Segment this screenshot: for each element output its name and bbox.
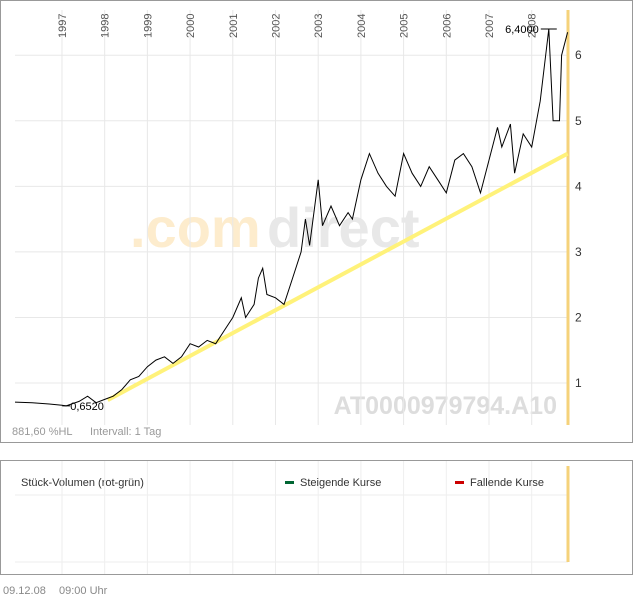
- footer-left: 881,60 %HL: [12, 426, 73, 438]
- time: 09:00 Uhr: [59, 585, 108, 597]
- x-tick-label: 1998: [100, 14, 112, 38]
- y-tick-label: 4: [575, 179, 582, 193]
- x-tick-label: 1999: [142, 14, 154, 38]
- y-tick-label: 5: [575, 114, 582, 128]
- x-tick-label: 2006: [441, 14, 453, 38]
- interval: Intervall: 1 Tag: [90, 426, 161, 438]
- high-label: 6,4000: [505, 24, 539, 36]
- legend-label: Steigende Kurse: [300, 477, 381, 489]
- x-tick-label: 1997: [57, 14, 69, 38]
- legend-label: Fallende Kurse: [470, 477, 544, 489]
- low-label: 0,6520: [70, 401, 104, 413]
- price-line: [14, 28, 569, 407]
- watermark-com: .com: [130, 196, 261, 259]
- trend-line: [106, 151, 569, 402]
- volume-panel: [0, 460, 633, 575]
- x-tick-label: 2007: [484, 14, 496, 38]
- legend-swatch: [285, 481, 294, 484]
- chart-panel: [0, 0, 633, 443]
- volume-title: Stück-Volumen (rot-grün): [21, 477, 144, 489]
- x-tick-label: 2004: [356, 14, 368, 38]
- watermark-direct: direct: [267, 196, 420, 259]
- x-tick-label: 2001: [228, 14, 240, 38]
- y-tick-label: 6: [575, 48, 582, 62]
- y-tick-label: 2: [575, 310, 582, 324]
- y-tick-label: 3: [575, 245, 582, 259]
- y-tick-label: 1: [575, 376, 582, 390]
- date: 09.12.08: [3, 585, 46, 597]
- x-tick-label: 2005: [399, 14, 411, 38]
- isin: AT0000979794.A10: [334, 392, 557, 420]
- x-tick-label: 2002: [270, 14, 282, 38]
- x-tick-label: 2000: [185, 14, 197, 38]
- legend-swatch: [455, 481, 464, 484]
- x-tick-label: 2008: [527, 14, 539, 38]
- x-tick-label: 2003: [313, 14, 325, 38]
